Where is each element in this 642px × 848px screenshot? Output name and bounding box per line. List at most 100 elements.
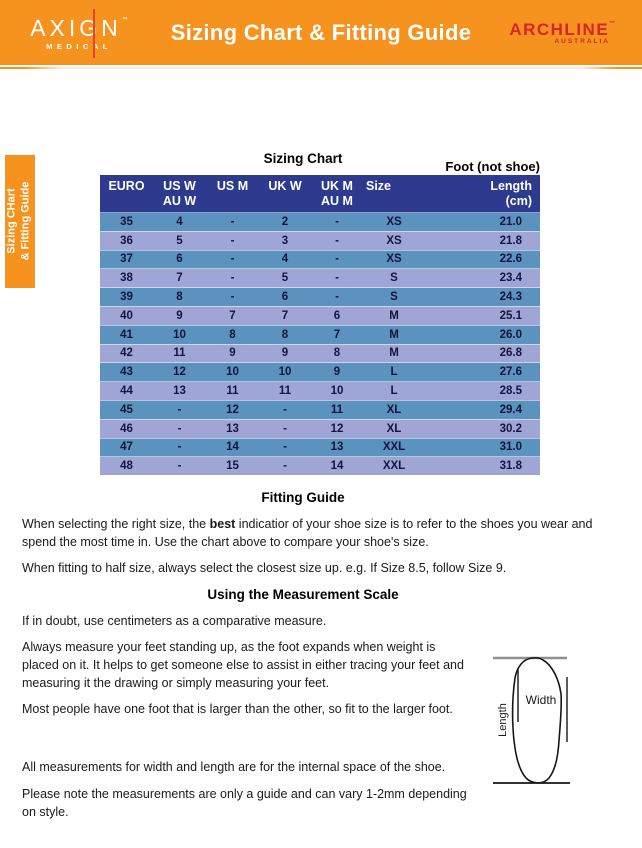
side-tab: Sizing CHart & Fitting Guide xyxy=(5,155,35,288)
table-cell: 9 xyxy=(206,343,259,363)
table-cell: 5 xyxy=(153,230,206,251)
table-cell: 14 xyxy=(206,437,259,457)
foot-not-shoe-annotation: Foot (not shoe) xyxy=(445,159,540,174)
length-label: Length xyxy=(497,703,509,737)
table-row: 36 5-3- XS 21.8 xyxy=(100,230,540,251)
table-cell: 6 xyxy=(153,249,206,269)
table-cell: 36 xyxy=(100,230,153,251)
table-cell: - xyxy=(311,230,363,251)
column-header: UK W xyxy=(259,175,311,213)
table-cell: M xyxy=(363,305,425,326)
table-cell: 38 xyxy=(100,268,153,288)
table-cell: 8 xyxy=(311,343,363,363)
table-row: 40 9 7 7 6 M 25.1 xyxy=(100,305,540,326)
foot-outline-icon xyxy=(511,656,563,784)
table-cell: XXL xyxy=(363,456,425,476)
header-divider xyxy=(0,67,642,69)
table-cell: M xyxy=(363,343,425,363)
table-cell: 41 xyxy=(100,324,153,345)
measurement-paragraph-5: Please note the measurements are only a … xyxy=(22,787,467,819)
table-cell: 8 xyxy=(259,324,311,345)
page-title: Sizing Chart & Fitting Guide xyxy=(170,19,472,45)
table-cell: - xyxy=(206,287,259,307)
column-header: UK M AU M xyxy=(311,175,363,213)
table-cell: XS xyxy=(363,249,425,269)
p1-bold-word: best xyxy=(209,517,236,531)
table-cell: 26.8 xyxy=(425,343,540,363)
table-cell: 39 xyxy=(100,287,153,307)
table-cell: S xyxy=(363,268,425,288)
table-row: 35 4-2- XS 21.0 xyxy=(100,212,540,232)
table-cell: 12 xyxy=(311,418,363,439)
axign-word-text: AXIGN xyxy=(30,15,122,41)
archline-wordmark: ARCHLINE™ xyxy=(508,21,618,38)
table-cell: 10 xyxy=(259,362,311,382)
table-cell: - xyxy=(259,456,311,476)
table-cell: 22.6 xyxy=(425,249,540,269)
axign-logo: AXIGN™ MEDICAL xyxy=(24,9,134,58)
sizing-table-header-row: EURO US W AU W US M UK W UK M AU M Size Length (c… xyxy=(100,175,540,213)
table-cell: 7 xyxy=(311,324,363,345)
table-row: 38 7-5- S 23.4 xyxy=(100,268,540,288)
column-header: Length (cm) xyxy=(425,175,540,213)
table-cell: - xyxy=(206,212,259,232)
table-cell: - xyxy=(206,268,259,288)
table-cell: 11 xyxy=(206,381,259,401)
axign-wordmark: AXIGN™ xyxy=(24,17,134,40)
measurement-paragraph-1: If in doubt, use centimeters as a compar… xyxy=(22,614,327,628)
table-cell: XS xyxy=(363,212,425,232)
table-cell: 21.8 xyxy=(425,230,540,251)
table-cell: 10 xyxy=(153,324,206,345)
table-cell: - xyxy=(206,230,259,251)
measurement-paragraph-4: All measurements for width and length ar… xyxy=(22,760,446,774)
column-header: US M xyxy=(206,175,259,213)
table-cell: 10 xyxy=(311,381,363,401)
table-cell: 37 xyxy=(100,249,153,269)
table-cell: XS xyxy=(363,230,425,251)
table-cell: XXL xyxy=(363,437,425,457)
table-cell: 13 xyxy=(206,418,259,439)
table-cell: 7 xyxy=(153,268,206,288)
table-cell: - xyxy=(153,437,206,457)
table-cell: 4 xyxy=(153,212,206,232)
table-row: 41 10 8 8 7 M 26.0 xyxy=(100,324,540,345)
table-row: 44 13 11 11 10 L 28.5 xyxy=(100,381,540,401)
table-cell: - xyxy=(153,399,206,420)
table-cell: - xyxy=(311,287,363,307)
table-row: 48-15-14 XXL 31.8 xyxy=(100,456,540,476)
table-cell: 8 xyxy=(206,324,259,345)
table-row: 47-14-13 XXL 31.0 xyxy=(100,437,540,457)
table-cell: 43 xyxy=(100,362,153,382)
table-cell: 14 xyxy=(311,456,363,476)
table-cell: 35 xyxy=(100,212,153,232)
measurement-paragraph-3: Most people have one foot that is larger… xyxy=(22,702,453,716)
table-cell: 12 xyxy=(206,399,259,420)
sizing-table: EURO US W AU W US M UK W UK M AU M Size Length (c… xyxy=(100,175,540,476)
table-row: 46-13-12 XL 30.2 xyxy=(100,418,540,439)
table-cell: XL xyxy=(363,418,425,439)
table-cell: - xyxy=(259,437,311,457)
archline-trademark: ™ xyxy=(609,20,617,27)
table-cell: 21.0 xyxy=(425,212,540,232)
table-cell: 26.0 xyxy=(425,324,540,345)
table-cell: 28.5 xyxy=(425,381,540,401)
table-cell: 6 xyxy=(311,305,363,326)
table-cell: 7 xyxy=(259,305,311,326)
sizing-chart-title: Sizing Chart xyxy=(263,151,343,166)
table-row: 45-12-11 XL 29.4 xyxy=(100,399,540,420)
p1-text-before: When selecting the right size, the xyxy=(22,517,210,531)
fitting-guide-heading: Fitting Guide xyxy=(261,490,345,505)
archline-australia-label: AUSTRALIA xyxy=(554,37,610,45)
table-cell: L xyxy=(363,381,425,401)
table-row: 42 11 9 9 8 M 26.8 xyxy=(100,343,540,363)
table-cell: 3 xyxy=(259,230,311,251)
p1-text-after: indicatior of your shoe size is to refer… xyxy=(22,517,593,549)
axign-medical-label: MEDICAL xyxy=(46,42,112,51)
table-cell: 2 xyxy=(259,212,311,232)
table-cell: 31.8 xyxy=(425,456,540,476)
table-cell: - xyxy=(259,418,311,439)
table-cell: 5 xyxy=(259,268,311,288)
table-cell: 42 xyxy=(100,343,153,363)
table-cell: XL xyxy=(363,399,425,420)
table-cell: 46 xyxy=(100,418,153,439)
